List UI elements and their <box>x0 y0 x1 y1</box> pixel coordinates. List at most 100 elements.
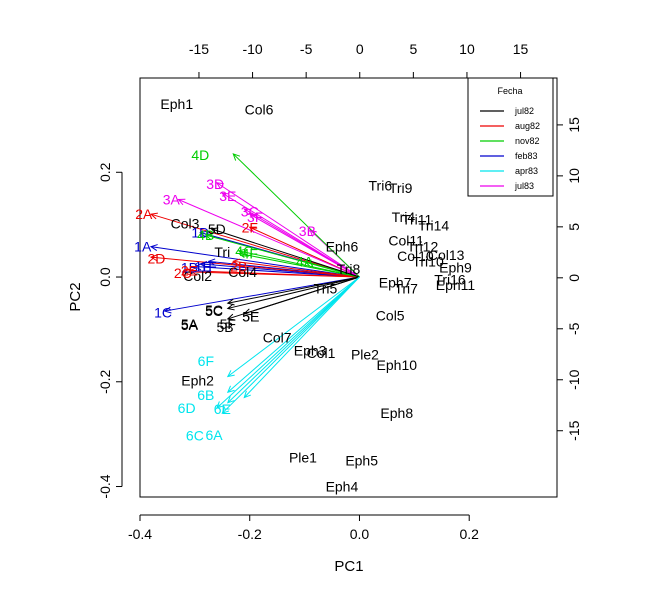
variable-label: 5A <box>181 316 199 332</box>
x-axis-top: -15 -10 -5 0 5 10 15 <box>189 41 529 79</box>
variable-label: 1F <box>200 259 216 275</box>
observation-label: 5B <box>216 319 233 335</box>
observation-label: Col4 <box>228 264 257 280</box>
observation-label: Tri5 <box>314 281 338 297</box>
x-tick-label: -0.2 <box>238 526 262 542</box>
observation-label: Col13 <box>428 247 465 263</box>
legend-entry: apr83 <box>515 166 538 176</box>
variable-label: 4A <box>296 253 314 269</box>
observation-label: Tri10 <box>412 253 444 269</box>
loading-arrow-3F <box>249 213 360 278</box>
right-tick-label: -10 <box>566 369 582 389</box>
y-tick-label: 0.2 <box>97 162 113 182</box>
top-tick-label: -10 <box>242 41 262 57</box>
observation-label: Col3 <box>171 216 200 232</box>
legend-box <box>467 77 554 197</box>
variable-label: 3C <box>241 204 259 220</box>
right-tick-label: 0 <box>566 274 582 282</box>
variable-label: 1A <box>134 239 152 255</box>
loading-arrow-5A <box>227 276 360 304</box>
loading-arrow-6E <box>243 276 360 398</box>
loading-arrow-3D <box>216 182 360 278</box>
variable-label: 5D <box>208 221 226 237</box>
variable-label: 3D <box>206 176 224 192</box>
loading-arrow-4D <box>232 153 360 278</box>
variable-label: 1E <box>195 259 212 275</box>
variable-label: 3F <box>247 209 263 225</box>
arrow-head-1C <box>163 306 172 314</box>
observation-label: Eph7 <box>379 274 412 290</box>
observation-label: Eph3 <box>294 342 327 358</box>
observation-label: Tri6 <box>369 177 393 193</box>
variable-label: 4C <box>235 243 253 259</box>
loading-arrow-5D <box>211 228 360 278</box>
loading-arrow-6D <box>216 276 360 409</box>
observation-label: 5E <box>242 308 259 324</box>
variable-label: 2E <box>181 263 198 279</box>
arrow-head-3D <box>215 182 224 190</box>
y-tick-label: -0.2 <box>97 369 113 393</box>
variable-label: 3B <box>299 223 316 239</box>
variable-label: 6C <box>186 428 204 444</box>
observation-label: Tri11 <box>402 211 433 227</box>
legend-entry: nov82 <box>515 136 540 146</box>
x-tick-label: 0.2 <box>459 526 479 542</box>
y-tick-label: -0.4 <box>97 474 113 498</box>
observation-label: Eph10 <box>377 357 418 373</box>
observation-label: Eph4 <box>326 479 359 495</box>
variable-label: 5E <box>242 308 259 324</box>
arrow-head-6F <box>226 370 235 378</box>
observation-label: Tri12 <box>407 239 439 255</box>
variable-label: 2F <box>242 219 258 235</box>
observation-label: Col1 <box>307 345 336 361</box>
arrow-head-1D <box>199 230 208 238</box>
loading-arrow-6F <box>227 276 360 377</box>
loading-arrows <box>149 153 360 415</box>
variable-label: 1B <box>181 260 198 276</box>
variable-label: 4D <box>191 147 209 163</box>
arrow-head-6D <box>215 401 224 409</box>
arrow-head-5C <box>226 303 235 311</box>
arrow-head-6C <box>221 406 230 415</box>
observation-label: Eph8 <box>380 405 413 421</box>
legend-entry: aug82 <box>515 121 540 131</box>
observation-label: 5C <box>205 303 223 319</box>
arrow-head-3A <box>177 198 186 206</box>
observation-label: Tri4 <box>392 209 416 225</box>
observation-label: Col7 <box>263 329 292 345</box>
legend-entry: feb83 <box>515 151 538 161</box>
variable-label: 3E <box>219 188 236 204</box>
variable-label: 2B <box>230 259 247 275</box>
loading-arrow-6A <box>227 276 360 404</box>
observation-label: Tri7 <box>394 281 418 297</box>
observation-label: 5A <box>181 317 199 333</box>
top-tick-label: 5 <box>409 41 417 57</box>
variable-label: 1C <box>154 305 172 321</box>
observation-label: Eph9 <box>439 260 472 276</box>
variable-label: 6A <box>206 427 224 443</box>
x-axis-bottom: -0.4 -0.2 0.0 0.2 <box>128 514 479 542</box>
observation-label: Col5 <box>376 307 405 323</box>
observation-label: Col6 <box>245 101 274 117</box>
observation-label: Tri <box>214 244 230 260</box>
variable-label: 4F <box>242 245 258 261</box>
legend-entry: jul82 <box>514 106 534 116</box>
loading-arrow-1A <box>150 246 360 278</box>
observation-label: Col2 <box>183 268 212 284</box>
variable-label: 4B <box>197 227 214 243</box>
variable-label: 2A <box>135 206 153 222</box>
variable-label: 5F <box>220 316 236 332</box>
arrow-head-3F <box>248 213 257 221</box>
loading-arrow-1B <box>194 266 360 278</box>
arrow-head-5D <box>210 227 219 235</box>
observation-label: Ple1 <box>289 450 317 466</box>
variable-label: 5C <box>205 302 223 318</box>
observation-label: Eph6 <box>326 239 359 255</box>
loading-arrow-6B <box>227 276 360 393</box>
arrow-head-4B <box>204 233 213 241</box>
loading-arrow-5C <box>227 276 360 309</box>
arrow-head-3B <box>309 229 317 237</box>
variable-label: 2D <box>148 251 166 267</box>
